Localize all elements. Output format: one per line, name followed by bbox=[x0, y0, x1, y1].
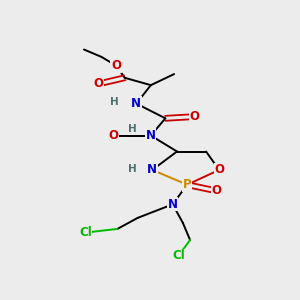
Text: H: H bbox=[128, 124, 136, 134]
Text: O: O bbox=[108, 129, 118, 142]
Text: N: N bbox=[168, 198, 178, 211]
Text: P: P bbox=[183, 178, 191, 191]
Text: N: N bbox=[131, 97, 141, 110]
Text: O: O bbox=[111, 59, 121, 72]
Text: O: O bbox=[189, 110, 200, 123]
Text: O: O bbox=[94, 77, 103, 90]
Text: Cl: Cl bbox=[79, 226, 92, 239]
Text: H: H bbox=[128, 164, 136, 174]
Text: N: N bbox=[146, 129, 156, 142]
Text: O: O bbox=[214, 164, 224, 176]
Text: N: N bbox=[147, 164, 157, 176]
Text: O: O bbox=[211, 184, 221, 197]
Text: H: H bbox=[110, 98, 119, 107]
Text: Cl: Cl bbox=[172, 249, 185, 262]
